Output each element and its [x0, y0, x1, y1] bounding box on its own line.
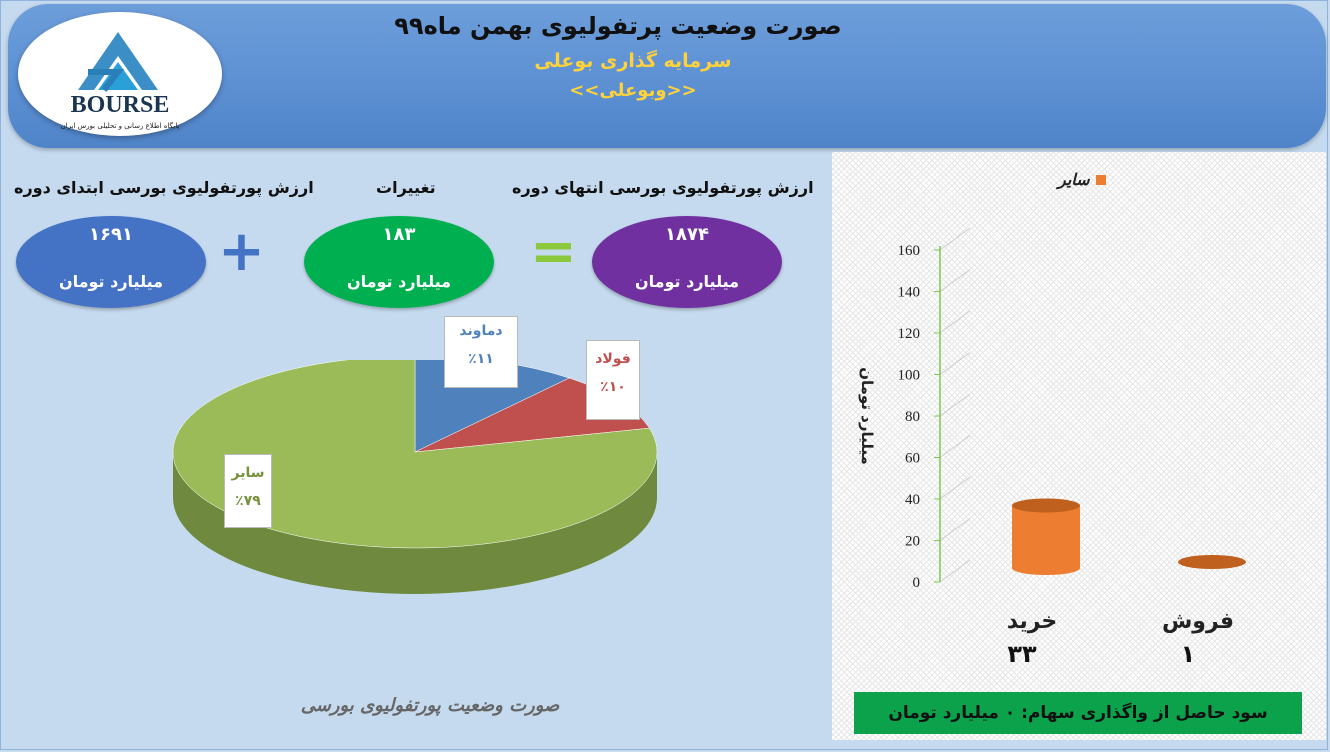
plus-sign: + [218, 219, 265, 284]
pie-label-damavand-pct: ٪۱۱ [468, 351, 494, 367]
ytick-label-4: 80 [905, 409, 920, 425]
pie-side [173, 452, 657, 594]
gridline-4 [939, 393, 971, 417]
ytick-label-6: 120 [898, 326, 921, 342]
gridline-2 [939, 476, 971, 500]
change-value-oval: ۱۸۳ میلیارد تومان [304, 216, 494, 308]
logo-text: BOURSE [71, 92, 170, 118]
start-value-label: ارزش پورتفولیوی بورسی ابتدای دوره [14, 178, 314, 197]
gridline-1 [939, 518, 971, 541]
company-name: سرمایه گذاری بوعلی [534, 50, 732, 72]
pie-label-sayer: سایر ٪۷۹ [224, 454, 272, 528]
pie-label-damavand: دماوند ٪۱۱ [444, 316, 518, 388]
start-value: ۱۶۹۱ [89, 224, 133, 245]
legend-swatch [1095, 175, 1106, 185]
category-label-1: فروش [1162, 609, 1234, 634]
ytick-label-5: 100 [898, 368, 921, 384]
gridline-0 [939, 559, 971, 583]
start-value-oval: ۱۶۹۱ میلیارد تومان [16, 216, 206, 308]
legend-label: سایر [1058, 170, 1090, 189]
bar-chart-panel [832, 152, 1326, 740]
sale-profit-box: سود حاصل از واگذاری سهام: ۰ میلیارد توما… [854, 692, 1302, 734]
equals-sign: = [530, 219, 577, 284]
end-value: ۱۸۷۴ [665, 224, 709, 245]
logo-tagline: پایگاه اطلاع رسانی و تحلیلی بورس ایران [61, 121, 180, 130]
header-banner: صورت وضعیت پرتفولیوی بهمن ماه۹۹ سرمایه گ… [8, 4, 1326, 148]
change-value: ۱۸۳ [382, 224, 416, 245]
ytick-label-2: 40 [905, 492, 920, 508]
page-title: صورت وضعیت پرتفولیوی بهمن ماه۹۹ [394, 12, 842, 40]
bar-bottom-0 [1012, 561, 1080, 575]
gridline-5 [939, 352, 971, 375]
bar-body-0 [1012, 505, 1080, 568]
gridline-3 [939, 435, 971, 458]
gridline-6 [939, 310, 971, 334]
end-value-label: ارزش پورتفولیوی بورسی انتهای دوره [512, 178, 814, 197]
pie-chart-caption: صورت وضعیت پورتفولیوی بورسی [300, 695, 560, 716]
buy-sell-bar-chart: 0 20 40 60 80 100 120 140 160 میلیارد تومان خرید ۳۳… [858, 227, 1246, 668]
category-label-0: خرید [1007, 609, 1058, 634]
pie-label-damavand-name: دماوند [459, 323, 503, 339]
ytick-label-0: 0 [913, 575, 921, 591]
end-unit: میلیارد تومان [634, 272, 740, 291]
ytick-label-1: 20 [905, 534, 920, 550]
change-label: تغییرات [376, 178, 436, 197]
category-value-0: ۳۳ [1007, 640, 1037, 668]
bar-top-1 [1178, 555, 1246, 569]
ytick-label-8: 160 [898, 243, 921, 259]
bar-chart-legend: سایر [1058, 170, 1106, 189]
bourse-logo-icon: BOURSE پایگاه اطلاع رسانی و تحلیلی بورس … [61, 32, 180, 130]
y-axis-label: میلیارد تومان [858, 367, 876, 465]
ticker-symbol: <<وبوعلی>> [569, 80, 697, 101]
gridline-7 [939, 269, 971, 292]
pie-label-foolad: فولاد ٪۱۰ [586, 340, 640, 420]
pie-label-sayer-pct: ٪۷۹ [235, 493, 261, 509]
pie-label-sayer-name: سایر [231, 465, 265, 481]
ytick-label-7: 140 [898, 285, 921, 301]
bourse-logo: BOURSE پایگاه اطلاع رسانی و تحلیلی بورس … [18, 12, 222, 136]
bar-top-0 [1012, 498, 1080, 513]
pie-label-foolad-pct: ٪۱۰ [600, 379, 626, 395]
end-value-oval: ۱۸۷۴ میلیارد تومان [592, 216, 782, 308]
pie-label-foolad-name: فولاد [595, 351, 631, 367]
change-unit: میلیارد تومان [346, 272, 452, 291]
start-unit: میلیارد تومان [58, 272, 164, 291]
gridline-8 [939, 227, 971, 251]
ytick-label-3: 60 [905, 451, 920, 467]
category-value-1: ۱ [1181, 640, 1196, 668]
